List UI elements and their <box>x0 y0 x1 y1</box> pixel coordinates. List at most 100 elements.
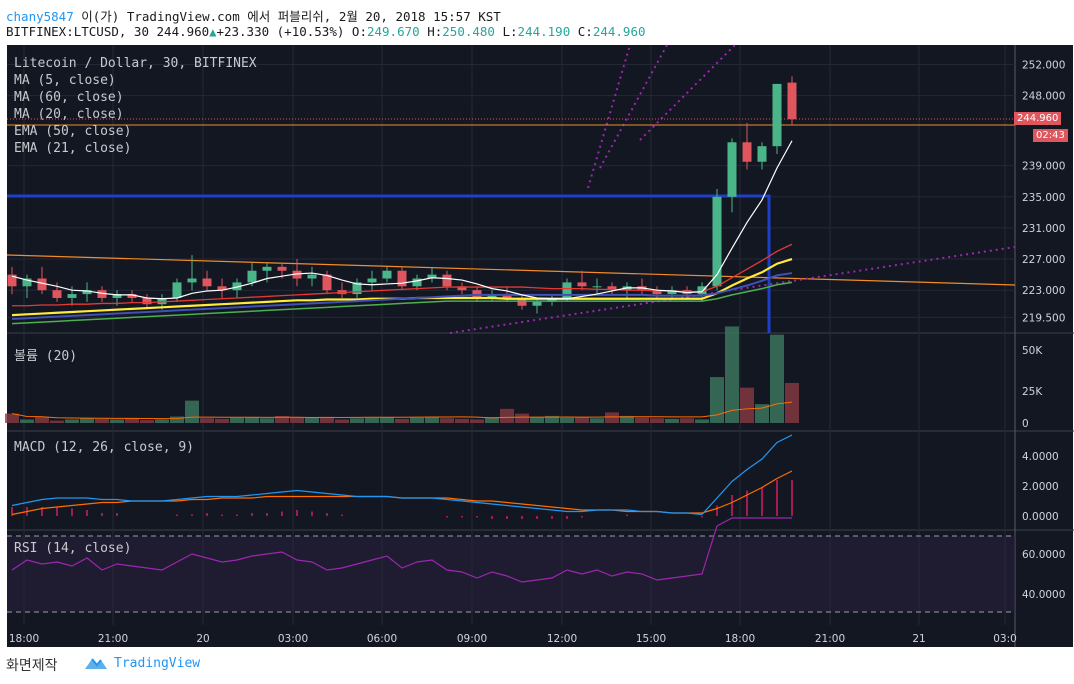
time-tick-label: 09:00 <box>457 633 487 645</box>
publisher-username[interactable]: chany5847 <box>6 9 74 24</box>
candle-body <box>787 82 797 120</box>
candle-body <box>412 278 422 287</box>
time-tick-label: 21:00 <box>98 633 128 645</box>
candle-body <box>157 297 167 305</box>
rsi-legend[interactable]: RSI (14, close) <box>14 541 132 556</box>
price-tick-label: 219.500 <box>1022 312 1065 324</box>
rsi-tick-label: 40.0000 <box>1022 589 1065 601</box>
volume-bar <box>530 417 544 423</box>
candle-body <box>127 294 137 298</box>
candle-body <box>352 282 362 295</box>
macd-pane <box>11 434 793 519</box>
volume-legend[interactable]: 볼륨 (20) <box>14 349 78 364</box>
volume-bar <box>245 417 259 423</box>
time-tick-label: 15:00 <box>636 633 666 645</box>
volume-bar <box>305 417 319 423</box>
tradingview-logo-icon <box>85 658 107 669</box>
volume-bar <box>350 418 364 423</box>
macd-legend[interactable]: MACD (12, 26, close, 9) <box>14 440 195 455</box>
volume-bar <box>230 417 244 423</box>
time-tick-label: 18:00 <box>725 633 755 645</box>
legend-ma60[interactable]: MA (60, close) <box>14 90 124 105</box>
indicator-lines <box>11 140 793 325</box>
candle-body <box>757 146 767 162</box>
ma60-line <box>11 272 793 320</box>
legend-ema50[interactable]: EMA (50, close) <box>14 124 132 139</box>
candle-body <box>322 274 332 291</box>
candle-body <box>562 282 572 298</box>
macd-tick-label: 4.0000 <box>1022 451 1059 463</box>
volume-bar <box>155 419 169 423</box>
candle-body <box>37 278 47 291</box>
volume-bar <box>710 377 724 423</box>
candle-body <box>712 196 722 287</box>
tradingview-brand-name: TradingView <box>114 655 201 671</box>
macd-tick-label: 2.0000 <box>1022 481 1059 493</box>
time-tick-label: 20 <box>196 633 209 645</box>
legend-ma20[interactable]: MA (20, close) <box>14 107 124 122</box>
volume-bar <box>695 419 709 423</box>
volume-bar <box>605 412 619 423</box>
time-tick-label: 21:00 <box>815 633 845 645</box>
price-tick-label: 239.000 <box>1022 161 1065 173</box>
volume-bar <box>365 417 379 423</box>
candle-body <box>277 266 287 271</box>
candle-body <box>697 286 707 295</box>
volume-bar <box>200 418 214 423</box>
volume-bar <box>725 326 739 423</box>
candle-body <box>292 270 302 279</box>
volume-bar <box>275 415 289 423</box>
candle-body <box>307 274 317 279</box>
low-label: L: <box>502 24 518 39</box>
volume-bar <box>290 417 304 423</box>
price-tick-label: 248.000 <box>1022 91 1065 103</box>
candle-body <box>247 270 257 283</box>
time-tick-label: 12:00 <box>547 633 577 645</box>
volume-bar <box>65 419 79 423</box>
time-tick-label: 21 <box>912 633 925 645</box>
rsi-pane <box>7 517 1015 613</box>
tradingview-brand[interactable]: TradingView <box>84 655 200 671</box>
last-price: 244.960 <box>156 24 210 39</box>
time-tick-label: 03:00 <box>278 633 308 645</box>
volume-bar <box>650 418 664 423</box>
volume-bar <box>785 382 799 423</box>
volume-bars <box>5 326 799 423</box>
volume-bar <box>575 417 589 423</box>
volume-bar <box>590 418 604 423</box>
candle-body <box>52 290 62 298</box>
candle-body <box>547 297 557 302</box>
candle-body <box>202 278 212 287</box>
close-value: 244.960 <box>592 24 646 39</box>
legend-symbol[interactable]: Litecoin / Dollar, 30, BITFINEX <box>14 56 257 71</box>
volume-bar <box>95 418 109 423</box>
chart-axes: 252.000 248.000 239.000 235.000 231.000 227.0… <box>9 59 1066 645</box>
volume-bar <box>740 387 754 423</box>
candle-body <box>7 274 17 287</box>
volume-bar <box>545 415 559 423</box>
volume-bar <box>425 417 439 423</box>
low-value: 244.190 <box>517 24 571 39</box>
volume-bar <box>620 415 634 423</box>
candle-body <box>112 294 122 298</box>
candle-body <box>217 286 227 291</box>
volume-bar <box>680 418 694 423</box>
volume-bar <box>110 419 124 423</box>
volume-bar <box>395 418 409 423</box>
volume-tick-label: 0 <box>1022 418 1029 430</box>
legend-ma5[interactable]: MA (5, close) <box>14 73 116 88</box>
volume-bar <box>380 417 394 423</box>
candle-body <box>487 294 497 298</box>
candle-body <box>652 290 662 295</box>
volume-bar <box>410 417 424 423</box>
candle-body <box>502 294 512 298</box>
volume-bar <box>770 334 784 423</box>
legend-ema21[interactable]: EMA (21, close) <box>14 141 132 156</box>
volume-bar <box>170 416 184 423</box>
dotted-trend-line <box>639 44 736 141</box>
rsi-line <box>11 517 792 583</box>
candle-body <box>82 290 92 295</box>
volume-bar <box>260 418 274 423</box>
price-change: +23.330 (+10.53%) <box>216 24 345 39</box>
